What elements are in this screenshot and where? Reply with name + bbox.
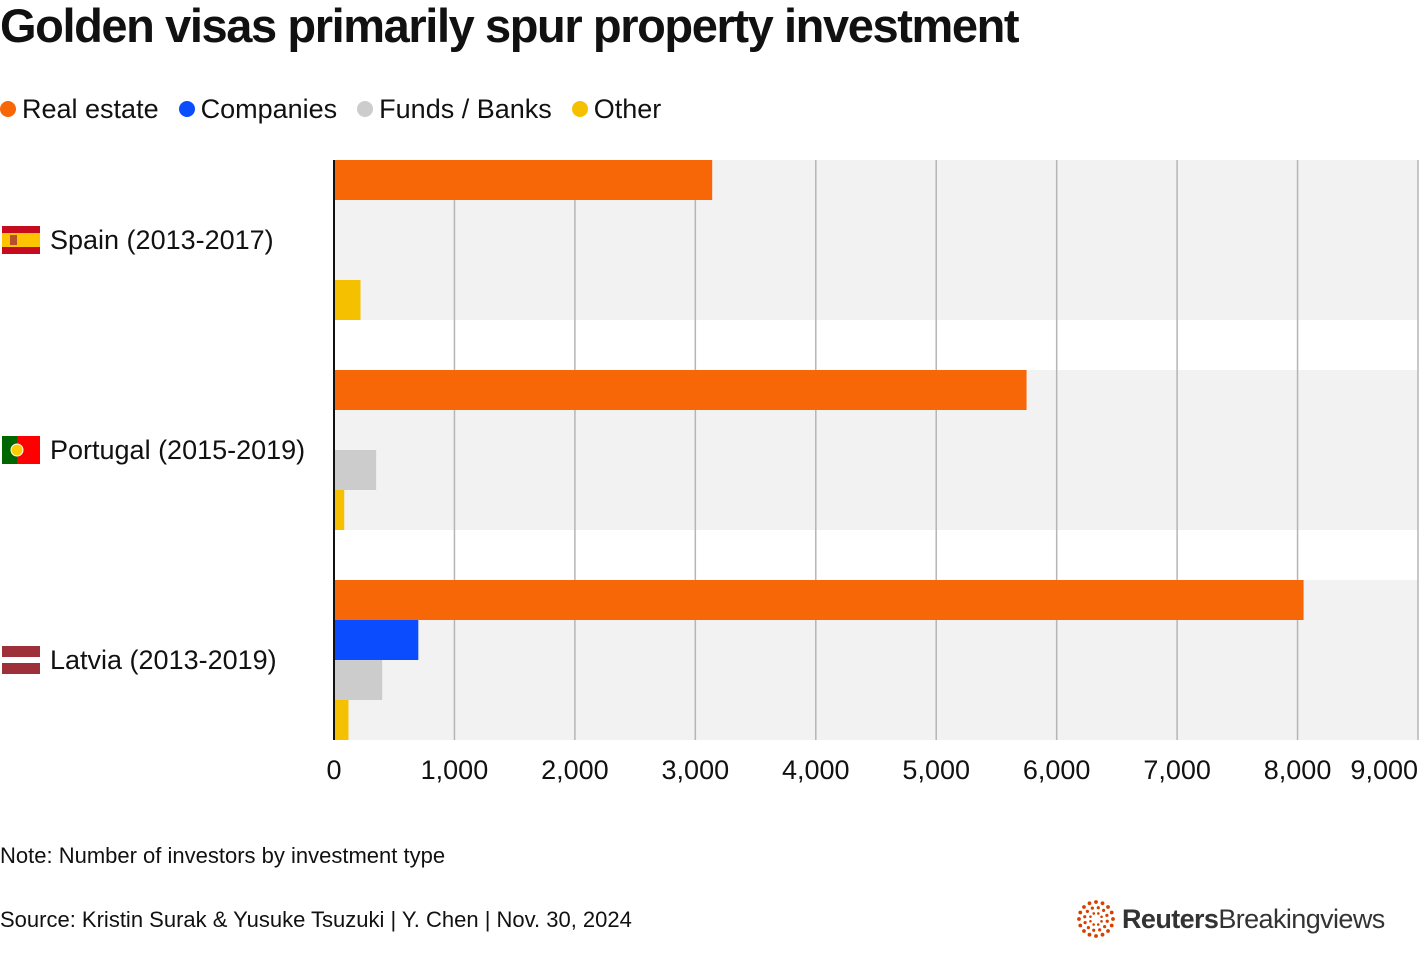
logo-dot xyxy=(1100,915,1103,919)
logo-dot xyxy=(1097,912,1100,915)
x-tick-label-2000: 2,000 xyxy=(541,755,609,785)
spain-flag-band xyxy=(2,233,40,247)
chart-source: Source: Kristin Surak & Yusuke Tsuzuki |… xyxy=(0,907,632,932)
legend-item-real-estate: Real estate xyxy=(0,94,159,124)
logo-dot xyxy=(1077,917,1081,921)
bar-chart: 0 1,000 2,000 3,000 4,000 5,000 6,000 7,000 8,00… xyxy=(2,160,1419,785)
logo-dot xyxy=(1082,929,1086,933)
x-tick-label-9000: 9,000 xyxy=(1350,755,1418,785)
bar-portugal-2015-2019-funds-banks xyxy=(334,450,377,490)
logo-dot xyxy=(1089,915,1092,918)
logo-dot xyxy=(1092,928,1096,932)
reuters-dots-icon xyxy=(1077,900,1115,938)
logo-dot xyxy=(1103,925,1107,929)
x-tick-label-4000: 4,000 xyxy=(782,755,850,785)
logo-dot xyxy=(1082,905,1086,909)
legend-item-funds-banks: Funds / Banks xyxy=(357,94,552,124)
logo-dot xyxy=(1089,919,1092,923)
logo-dot xyxy=(1100,920,1103,923)
bar-latvia-2013-2019-real-estate xyxy=(334,580,1304,620)
logo-dot xyxy=(1106,905,1110,909)
portugal-flag-green xyxy=(2,436,17,464)
logo-dot xyxy=(1078,910,1083,915)
category-label-portugal-2015-2019: Portugal (2015-2019) xyxy=(50,435,305,465)
latvia-flag-stripe xyxy=(2,657,40,663)
logo-dot xyxy=(1092,912,1096,915)
logo-dot xyxy=(1106,929,1110,933)
logo-dot xyxy=(1078,923,1083,928)
logo-dot xyxy=(1087,932,1092,937)
logo-dot xyxy=(1085,909,1089,913)
brand-logo: ReutersBreakingviews xyxy=(1076,897,1385,941)
brand-name-bold: Reuters xyxy=(1122,903,1219,934)
category-label-spain-2013-2017: Spain (2013-2017) xyxy=(50,225,274,255)
logo-dot xyxy=(1086,926,1090,930)
logo-dot xyxy=(1083,915,1087,919)
x-tick-label-8000: 8,000 xyxy=(1264,755,1332,785)
x-tick-label-7000: 7,000 xyxy=(1143,755,1211,785)
bar-portugal-2015-2019-other xyxy=(334,490,345,530)
logo-dot xyxy=(1087,901,1092,906)
legend-dot-other xyxy=(571,101,588,117)
logo-dot xyxy=(1105,913,1109,917)
bar-latvia-2013-2019-companies xyxy=(334,620,419,660)
legend-label-real-estate: Real estate xyxy=(22,94,159,124)
logo-dot xyxy=(1109,923,1114,928)
legend-label-companies: Companies xyxy=(200,94,338,124)
legend: Real estate Companies Funds / Banks Othe… xyxy=(0,94,681,124)
spain-flag-emblem xyxy=(10,235,17,245)
chart-note: Note: Number of investors by investment … xyxy=(0,843,446,868)
bar-spain-2013-2017-real-estate xyxy=(334,160,713,200)
portugal-flag-emblem xyxy=(10,443,24,457)
category-label-latvia-2013-2019: Latvia (2013-2019) xyxy=(50,645,277,675)
x-tick-label-5000: 5,000 xyxy=(902,755,970,785)
logo-dot xyxy=(1098,928,1102,932)
legend-label-funds-banks: Funds / Banks xyxy=(379,94,552,124)
bar-latvia-2013-2019-funds-banks xyxy=(334,660,383,700)
brand-name: ReutersBreakingviews xyxy=(1122,904,1385,935)
x-tick-label-1000: 1,000 xyxy=(421,755,489,785)
legend-dot-real-estate xyxy=(0,101,16,117)
x-tick-label-3000: 3,000 xyxy=(662,755,730,785)
chart-title: Golden visas primarily spur property inv… xyxy=(0,0,1020,52)
logo-dot xyxy=(1102,908,1106,912)
logo-dot xyxy=(1100,932,1105,937)
legend-label-other: Other xyxy=(593,94,662,124)
bar-spain-2013-2017-other xyxy=(334,280,361,320)
logo-dot xyxy=(1096,906,1100,910)
logo-dot xyxy=(1105,919,1109,923)
legend-dot-companies xyxy=(178,101,195,117)
logo-dot xyxy=(1111,917,1115,921)
x-tick-label-0: 0 xyxy=(326,755,341,785)
logo-dot xyxy=(1092,923,1095,926)
logo-dot xyxy=(1094,900,1098,904)
legend-item-other: Other xyxy=(571,94,662,124)
logo-dot xyxy=(1090,906,1094,910)
brand-name-light: Breakingviews xyxy=(1218,903,1385,934)
legend-dot-funds-banks xyxy=(357,101,374,117)
logo-dot xyxy=(1100,901,1105,906)
logo-dot xyxy=(1109,910,1114,915)
logo-dot xyxy=(1083,921,1087,925)
logo-dot xyxy=(1096,923,1100,926)
logo-dot xyxy=(1094,934,1098,938)
bar-latvia-2013-2019-other xyxy=(334,700,349,740)
x-tick-label-6000: 6,000 xyxy=(1023,755,1091,785)
bar-portugal-2015-2019-real-estate xyxy=(334,370,1027,410)
legend-item-companies: Companies xyxy=(178,94,338,124)
